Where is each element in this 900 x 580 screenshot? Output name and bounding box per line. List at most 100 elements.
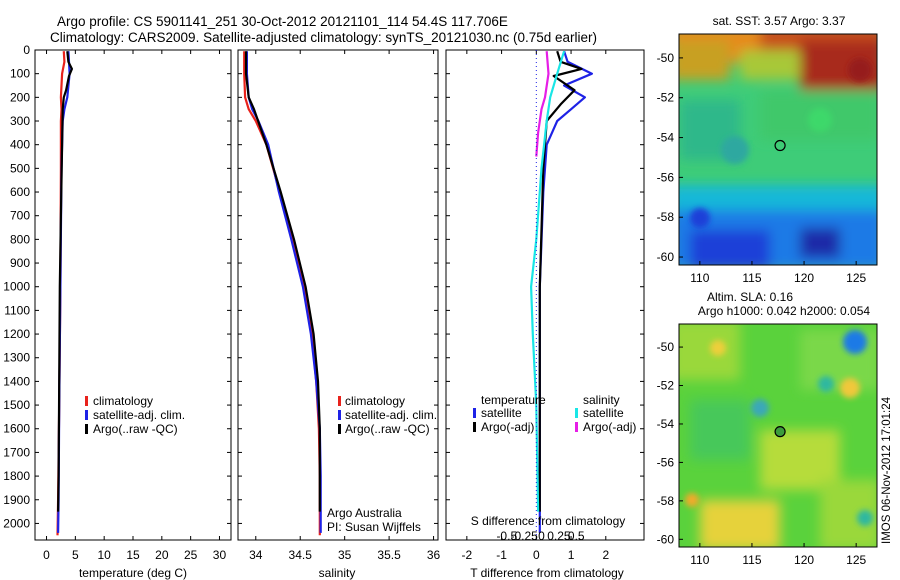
sla-map-subtitle: Argo h1000: 0.042 h2000: 0.054 [698,304,870,318]
legend-label-satellite: satellite-adj. clim. [93,408,185,422]
y-tick-label: 700 [10,209,30,223]
sla-map-frame [678,323,878,548]
legend-swatch-climatology [338,396,341,406]
map-x-tick-label: 125 [846,553,866,567]
legend-label-argo: Argo(..raw -QC) [93,422,178,436]
y-tick-label: 1200 [3,327,30,341]
x-tick-label: 36 [427,548,441,562]
map-y-tick-label: -56 [657,170,675,184]
x-tick-label: 25 [184,548,198,562]
legend-label-sal-satellite: satellite [583,406,624,420]
map-x-tick-label: 110 [690,271,709,285]
sst-map-panel: sat. SST: 3.57 Argo: 3.37 [657,14,878,285]
difference-profile-panel: -2 -1 0 1 2 temperature salinity satellite A… [445,49,645,580]
y-tick-label: 900 [10,256,30,270]
x-tick-label: 10 [97,548,111,562]
salinity-diff-tick-label: -0.25 [510,529,538,543]
salinity-diff-tick-label: 0.25 [547,529,571,543]
legend-swatch-sal-argo [575,422,578,432]
y-tick-label: 800 [10,232,30,246]
legend-label-temp-argo: Argo(-adj) [481,420,534,434]
salinity-diff-tick-label: -0.5 [496,529,517,543]
x-tick-label: 35 [338,548,352,562]
salinity-legend: climatology satellite-adj. clim. Argo(..… [338,394,437,436]
salinity-plot-frame [237,49,439,541]
legend-label-satellite: satellite-adj. clim. [345,408,437,422]
x-tick-label: -2 [462,548,473,562]
series-line-climatology [243,51,321,536]
x-tick-label: -1 [496,548,507,562]
y-tick-label: 200 [10,90,30,104]
salinity-diff-tick-label: 0.5 [568,529,585,543]
difference-legend: temperature salinity satellite Argo(-adj… [473,393,636,434]
series-line-argo-raw-qc- [57,51,74,512]
figure-subtitle: Climatology: CARS2009. Satellite-adjuste… [50,30,597,45]
x-tick-label: 0 [43,548,50,562]
map-x-tick-label: 115 [742,553,761,567]
map-y-tick-label: -60 [657,250,675,264]
sla-heatmap-image [679,324,877,547]
salinity-diff-top-label: S difference from climatology [471,514,626,528]
legend-label-climatology: climatology [93,394,153,408]
y-tick-label: 1000 [3,280,30,294]
legend-swatch-temp-argo [473,422,476,432]
map-x-tick-label: 115 [742,271,761,285]
y-tick-label: 1400 [3,374,30,388]
x-tick-label: 30 [213,548,227,562]
figure-title: Argo profile: CS 5901141_251 30-Oct-2012… [57,14,508,29]
difference-plot-frame [445,49,645,541]
sst-profile-location-marker [774,139,786,152]
legend-title-temperature: temperature [481,393,546,407]
sst-map-frame [678,33,878,266]
legend-swatch-sal-satellite [575,408,578,418]
imos-timestamp: IMOS 06-Nov-2012 17:01:24 [881,396,893,544]
x-tick-label: 5 [72,548,79,562]
salinity-x-label: salinity [319,566,356,580]
sst-map-title: sat. SST: 3.57 Argo: 3.37 [713,14,846,28]
sla-profile-location-marker [774,426,786,438]
legend-label-argo: Argo(..raw -QC) [345,422,430,436]
y-tick-label: 1700 [3,445,30,459]
y-tick-label: 1300 [3,351,30,365]
map-y-tick-label: -50 [657,340,675,354]
map-y-tick-label: -52 [657,91,675,105]
map-x-tick-label: 120 [794,271,814,285]
legend-swatch-argo [338,424,341,434]
y-tick-label: 600 [10,185,30,199]
sla-map-panel: Altim. SLA: 0.16 Argo h1000: 0.042 h2000… [657,290,878,567]
map-x-tick-label: 110 [690,553,709,567]
credit-line-1: Argo Australia [327,506,402,520]
map-y-tick-label: -54 [657,417,675,431]
temperature-plot-frame [34,49,232,541]
y-tick-label: 1900 [3,493,30,507]
y-tick-label: 500 [10,161,30,175]
x-tick-label: 2 [602,548,609,562]
x-tick-label: 34.5 [289,548,313,562]
legend-swatch-temp-satellite [473,408,476,418]
legend-label-temp-satellite: satellite [481,406,522,420]
map-y-tick-label: -52 [657,379,675,393]
legend-swatch-satellite [85,410,88,420]
temperature-profile-panel: 0100200300400500600700800900100011001200… [3,43,232,580]
credit-line-2: PI: Susan Wijffels [327,520,421,534]
salinity-diff-tick-label: 0 [538,529,545,543]
series-line-salinity-satellite [529,50,566,512]
y-tick-label: 1500 [3,398,30,412]
x-tick-label: 20 [155,548,169,562]
series-line-salinity-argo-adj- [535,51,550,157]
map-y-tick-label: -50 [657,51,675,65]
x-tick-label: 34 [249,548,263,562]
temperature-legend: climatology satellite-adj. clim. Argo(..… [85,394,185,436]
map-x-tick-label: 125 [846,271,866,285]
y-tick-label: 2000 [3,516,30,530]
salinity-profile-panel: 34 34.5 35 35.5 36 climatology satellite-adj… [237,49,441,580]
y-tick-label: 400 [10,138,30,152]
x-tick-label: 0 [533,548,540,562]
temperature-x-label: temperature (deg C) [79,566,187,580]
x-tick-label: 35.5 [377,548,401,562]
legend-label-climatology: climatology [345,394,405,408]
x-tick-label: 15 [126,548,140,562]
series-line-argo-raw-qc- [244,51,321,512]
y-tick-label: 100 [10,67,30,81]
